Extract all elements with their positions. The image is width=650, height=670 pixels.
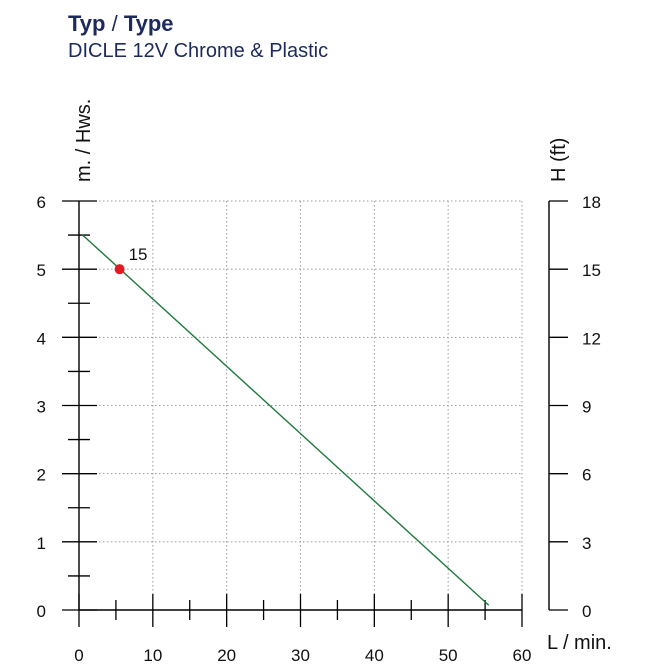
y-tick-label-right: 12 [582, 329, 601, 348]
chart-subtitle: DICLE 12V Chrome & Plastic [68, 40, 329, 62]
annotations: 15 [114, 245, 148, 275]
y-tick-label-right: 3 [582, 534, 591, 553]
y-tick-label: 1 [37, 534, 46, 553]
y-tick-label-right: 18 [582, 193, 601, 212]
y-tick-label-right: 6 [582, 466, 591, 485]
y-tick-label: 2 [37, 466, 46, 485]
grid-lines [79, 200, 523, 610]
y-tick-label: 4 [37, 329, 46, 348]
x-tick-label: 30 [291, 646, 310, 665]
y-tick-label: 5 [37, 261, 46, 280]
series-line [82, 234, 490, 606]
x-tick-label: 10 [143, 646, 162, 665]
title-type: Type [123, 11, 174, 36]
x-axis-label: L / min. [547, 632, 612, 654]
data-point-label: 15 [129, 245, 148, 264]
data-point-marker [114, 264, 125, 275]
y-tick-label: 0 [37, 602, 46, 621]
y-tick-label: 6 [37, 193, 46, 212]
x-tick-label: 50 [439, 646, 458, 665]
y-tick-label: 3 [37, 398, 46, 417]
x-tick-label: 0 [74, 646, 83, 665]
y-axis-label-left: m. / Hws. [73, 99, 95, 182]
data-series [82, 234, 490, 606]
chart-title: Typ / Type [68, 10, 328, 38]
y-tick-label-right: 9 [582, 398, 591, 417]
x-tick-label: 20 [217, 646, 236, 665]
y-tick-label-right: 15 [582, 261, 601, 280]
title-typ: Typ [68, 11, 106, 36]
x-tick-label: 60 [513, 646, 532, 665]
y-tick-label-right: 0 [582, 602, 591, 621]
y-axis-label-right: H (ft) [548, 138, 570, 182]
x-tick-label: 40 [365, 646, 384, 665]
title-separator: / [105, 11, 124, 36]
chart-title-block: Typ / Type DICLE 12V Chrome & Plastic [68, 10, 328, 64]
